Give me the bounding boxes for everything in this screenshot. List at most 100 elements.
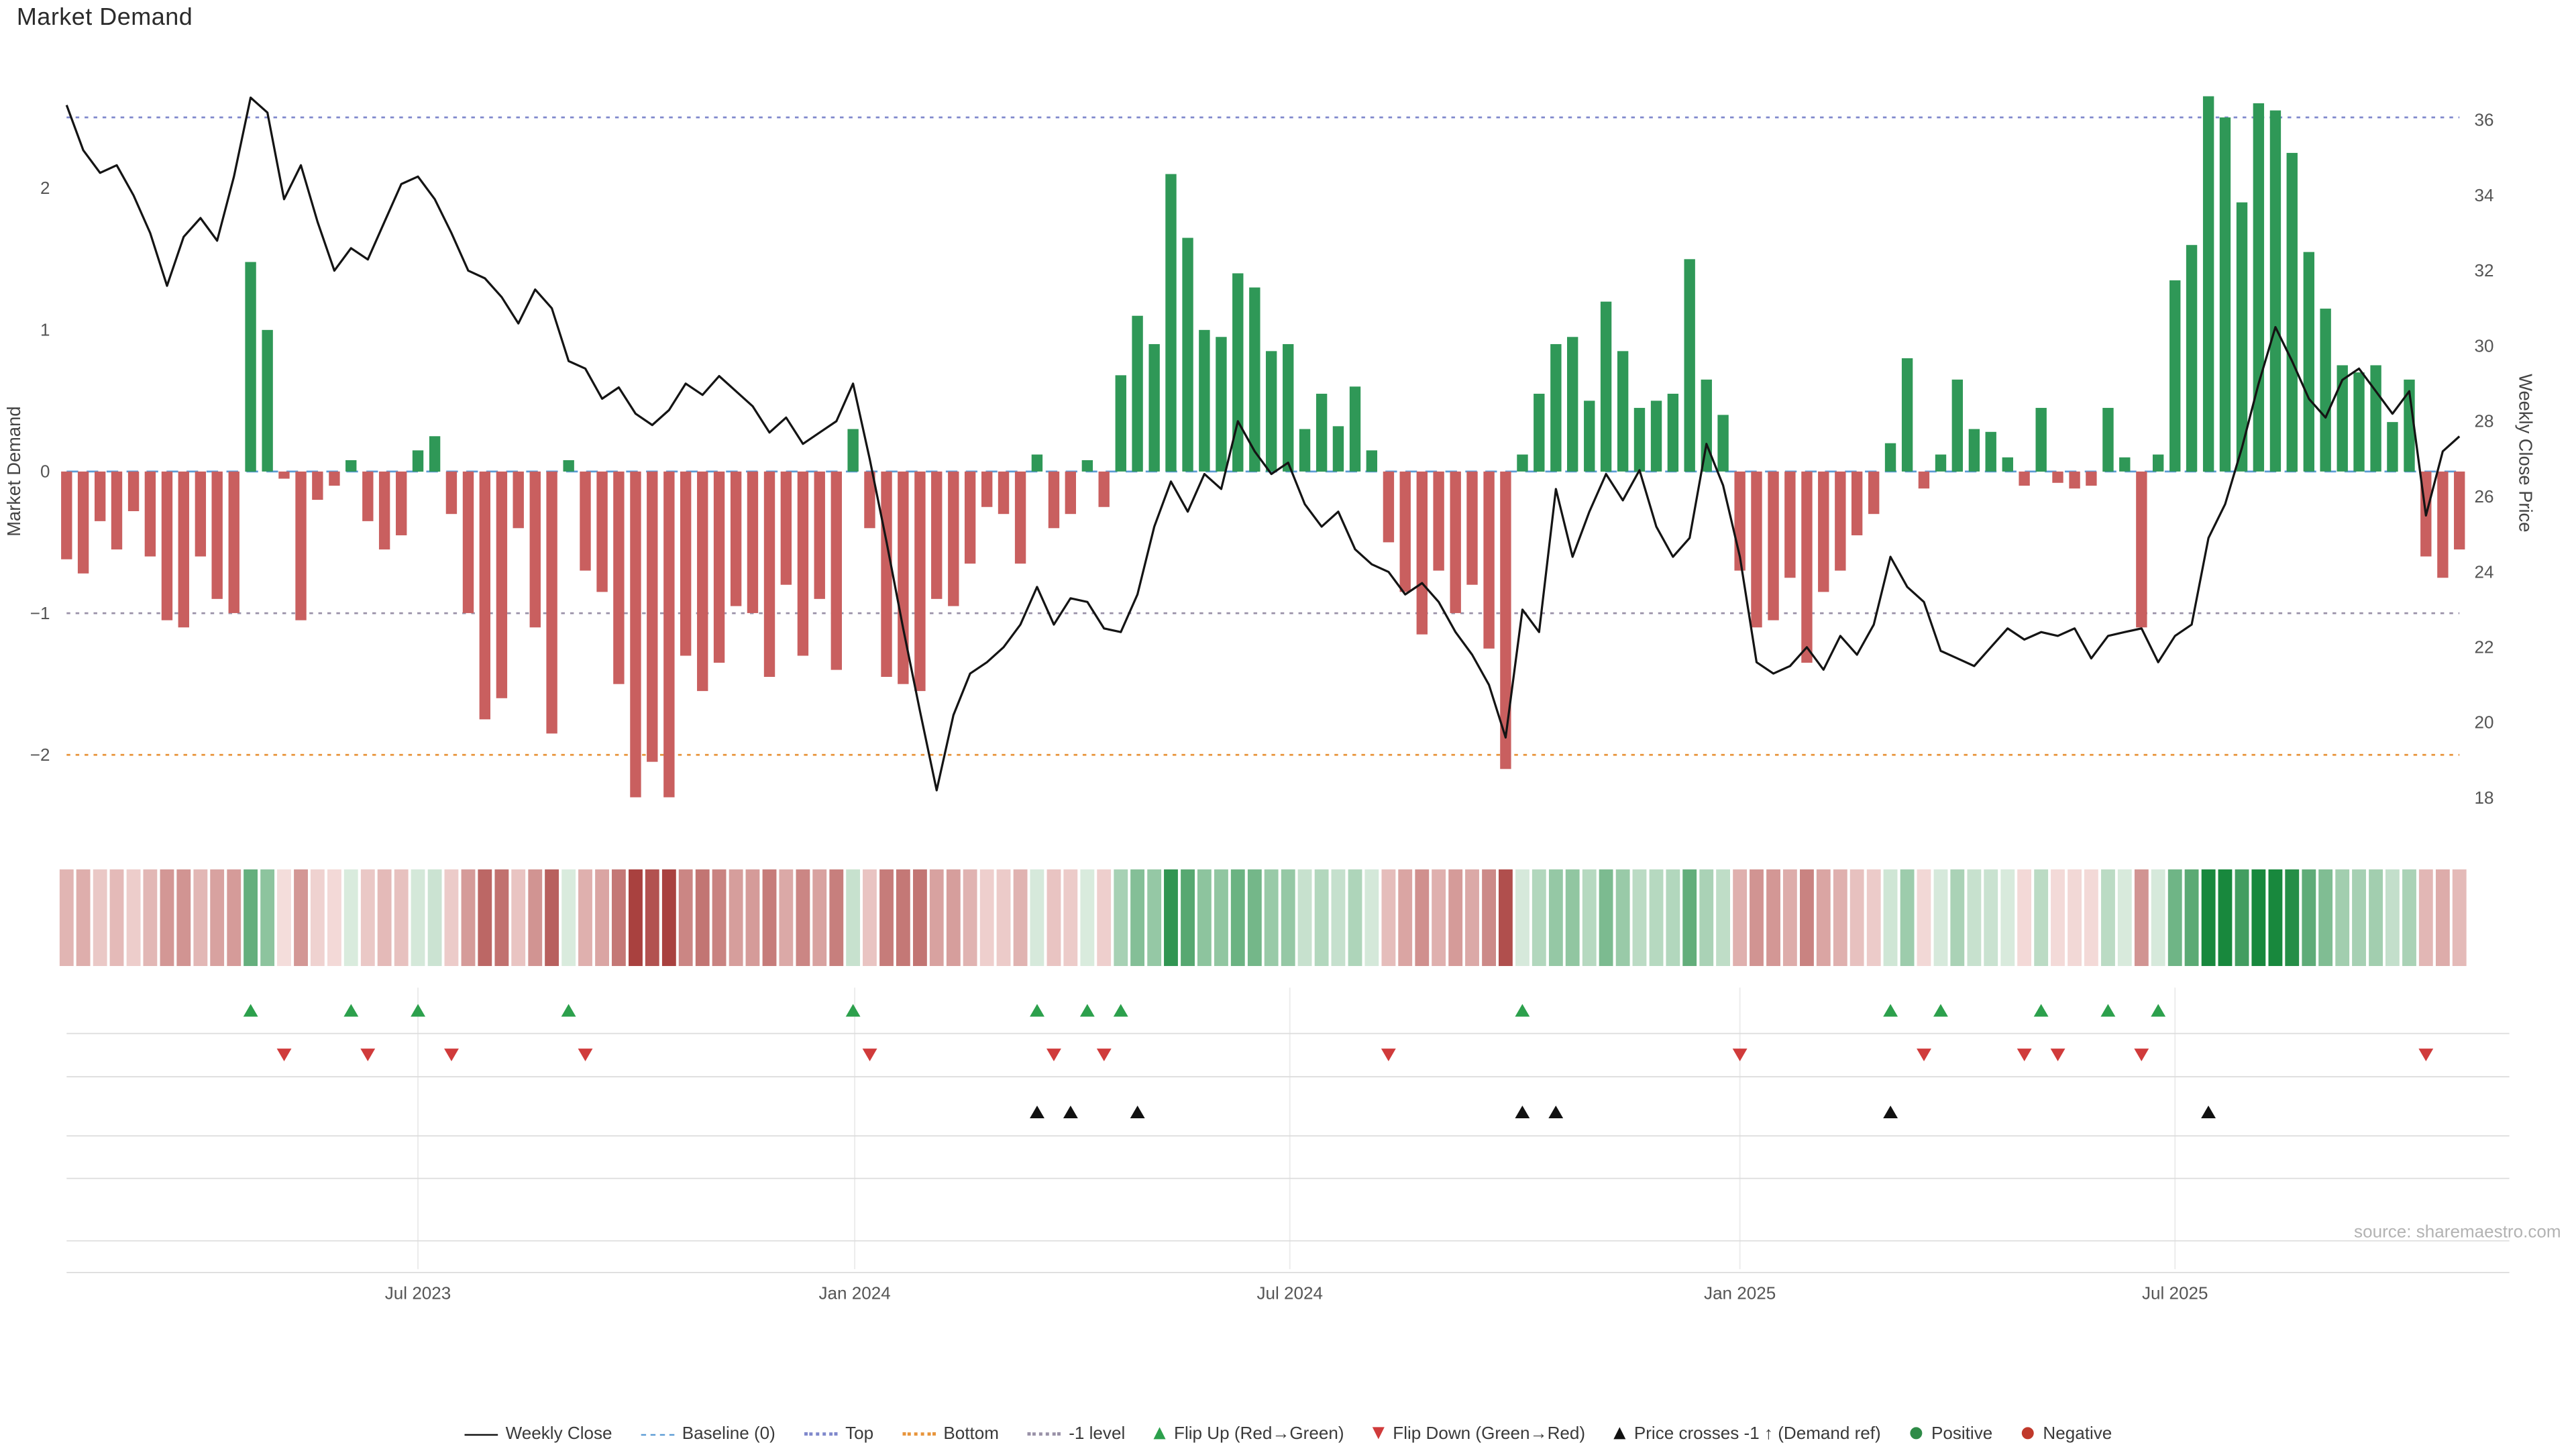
demand-bar-negative bbox=[1835, 471, 1846, 571]
left-axis-tick: −1 bbox=[30, 603, 50, 623]
heatmap-cell bbox=[1849, 869, 1864, 967]
legend-item[interactable]: Weekly Close bbox=[464, 1424, 612, 1444]
demand-bar-negative bbox=[1918, 471, 1930, 489]
legend-label: -1 level bbox=[1069, 1424, 1126, 1444]
demand-bar-negative bbox=[2136, 471, 2147, 628]
demand-bar-positive bbox=[2286, 152, 2298, 472]
heatmap-cell bbox=[963, 869, 977, 967]
demand-bar-negative bbox=[1399, 471, 1411, 592]
heatmap-cell bbox=[2268, 869, 2283, 967]
demand-bar-negative bbox=[2437, 471, 2449, 578]
legend-item[interactable]: Bottom bbox=[902, 1424, 999, 1444]
heatmap-cell bbox=[1933, 869, 1948, 967]
heatmap-cell bbox=[93, 869, 107, 967]
price-cross-marker-icon bbox=[1515, 1106, 1530, 1118]
demand-bar-negative bbox=[546, 471, 557, 734]
demand-bar-negative bbox=[2454, 471, 2465, 550]
heatmap-cell bbox=[2418, 869, 2433, 967]
demand-bar-negative bbox=[1065, 471, 1076, 515]
legend-item[interactable]: ▲ Flip Up (Red→Green) bbox=[1153, 1424, 1344, 1444]
demand-bar-negative bbox=[780, 471, 792, 585]
heatmap-cell bbox=[193, 869, 208, 967]
demand-bar-negative bbox=[647, 471, 658, 762]
heatmap-cell bbox=[829, 869, 844, 967]
heatmap-cell bbox=[611, 869, 626, 967]
heatmap-cell bbox=[343, 869, 358, 967]
heatmap-cell bbox=[1548, 869, 1563, 967]
demand-bar-positive bbox=[1717, 415, 1729, 472]
demand-bar-negative bbox=[396, 471, 407, 535]
heatmap-cell bbox=[1348, 869, 1362, 967]
heatmap-cell bbox=[2335, 869, 2350, 967]
flip-up-marker-icon bbox=[1030, 1004, 1044, 1017]
legend-item[interactable]: ● Negative bbox=[2021, 1424, 2112, 1444]
heatmap-cell bbox=[1114, 869, 1128, 967]
flip-down-marker-icon bbox=[862, 1049, 877, 1062]
flip-up-marker-icon bbox=[2033, 1004, 2049, 1017]
flip-down-marker-icon bbox=[578, 1049, 593, 1062]
legend-item[interactable]: ▲ Price crosses -1 ↑ (Demand ref) bbox=[1613, 1424, 1880, 1444]
heatmap-cell bbox=[846, 869, 861, 967]
left-axis-tick: −2 bbox=[30, 745, 50, 765]
heatmap-cell bbox=[444, 869, 459, 967]
flip-up-marker-icon bbox=[2151, 1004, 2166, 1017]
demand-bar-negative bbox=[914, 471, 926, 692]
x-axis-tick: Jul 2023 bbox=[385, 1283, 451, 1303]
heatmap-cell bbox=[1917, 869, 1931, 967]
heatmap-cell bbox=[2051, 869, 2065, 967]
x-axis-tick: Jul 2025 bbox=[2142, 1283, 2208, 1303]
heatmap-cell bbox=[1750, 869, 1764, 967]
flip-up-marker-icon bbox=[1883, 1004, 1898, 1017]
demand-bar-negative bbox=[680, 471, 692, 656]
heatmap-cell bbox=[1331, 869, 1346, 967]
heatmap-cell bbox=[979, 869, 994, 967]
left-axis-tick: 0 bbox=[40, 462, 50, 482]
demand-bar-positive bbox=[262, 329, 273, 472]
demand-bar-negative bbox=[94, 471, 106, 521]
heatmap-cell bbox=[2352, 869, 2366, 967]
legend-item[interactable]: Top bbox=[804, 1424, 873, 1444]
demand-bar-negative bbox=[1818, 471, 1829, 592]
legend-item[interactable]: ▼ Flip Down (Green→Red) bbox=[1373, 1424, 1585, 1444]
heatmap-cell bbox=[377, 869, 392, 967]
demand-bar-positive bbox=[1283, 343, 1294, 472]
source-caption: source: sharemaestro.com bbox=[2354, 1222, 2561, 1243]
flip-down-marker-icon bbox=[1096, 1049, 1112, 1062]
heatmap-cell bbox=[812, 869, 827, 967]
demand-bar-positive bbox=[1584, 400, 1595, 472]
legend-item[interactable]: ● Positive bbox=[1909, 1424, 1992, 1444]
flip-up-marker-icon bbox=[2100, 1004, 2116, 1017]
heatmap-cell bbox=[1716, 869, 1731, 967]
legend-item[interactable]: -1 level bbox=[1027, 1424, 1125, 1444]
x-axis-tick: Jan 2025 bbox=[1704, 1283, 1776, 1303]
heatmap-cell bbox=[1515, 869, 1529, 967]
demand-bar-negative bbox=[144, 471, 156, 557]
heatmap-cell bbox=[360, 869, 375, 967]
demand-bar-negative bbox=[1098, 471, 1110, 507]
heatmap-cell bbox=[595, 869, 609, 967]
heatmap-cell bbox=[1097, 869, 1112, 967]
demand-bar-negative bbox=[948, 471, 959, 606]
heatmap-cell bbox=[294, 869, 308, 967]
heatmap-cell bbox=[2452, 869, 2467, 967]
demand-bar-negative bbox=[1868, 471, 1880, 515]
demand-bar-positive bbox=[1617, 351, 1629, 472]
demand-bar-negative bbox=[1751, 471, 1762, 628]
demand-bar-negative bbox=[77, 471, 89, 574]
heatmap-cell bbox=[1900, 869, 1915, 967]
heatmap-cell bbox=[2117, 869, 2132, 967]
demand-bar-negative bbox=[378, 471, 390, 550]
heatmap-cell bbox=[1984, 869, 1998, 967]
legend-item[interactable]: Baseline (0) bbox=[640, 1424, 775, 1444]
legend-label: Top bbox=[845, 1424, 874, 1444]
heatmap-cell bbox=[1532, 869, 1546, 967]
heatmap-cell bbox=[2201, 869, 2216, 967]
right-axis-tick: 30 bbox=[2475, 335, 2494, 356]
heatmap-cell bbox=[59, 869, 74, 967]
heatmap-cell bbox=[1465, 869, 1479, 967]
heatmap-cell bbox=[661, 869, 676, 967]
demand-bar-positive bbox=[563, 460, 574, 472]
demand-bar-negative bbox=[278, 471, 290, 479]
heatmap-cell bbox=[260, 869, 275, 967]
